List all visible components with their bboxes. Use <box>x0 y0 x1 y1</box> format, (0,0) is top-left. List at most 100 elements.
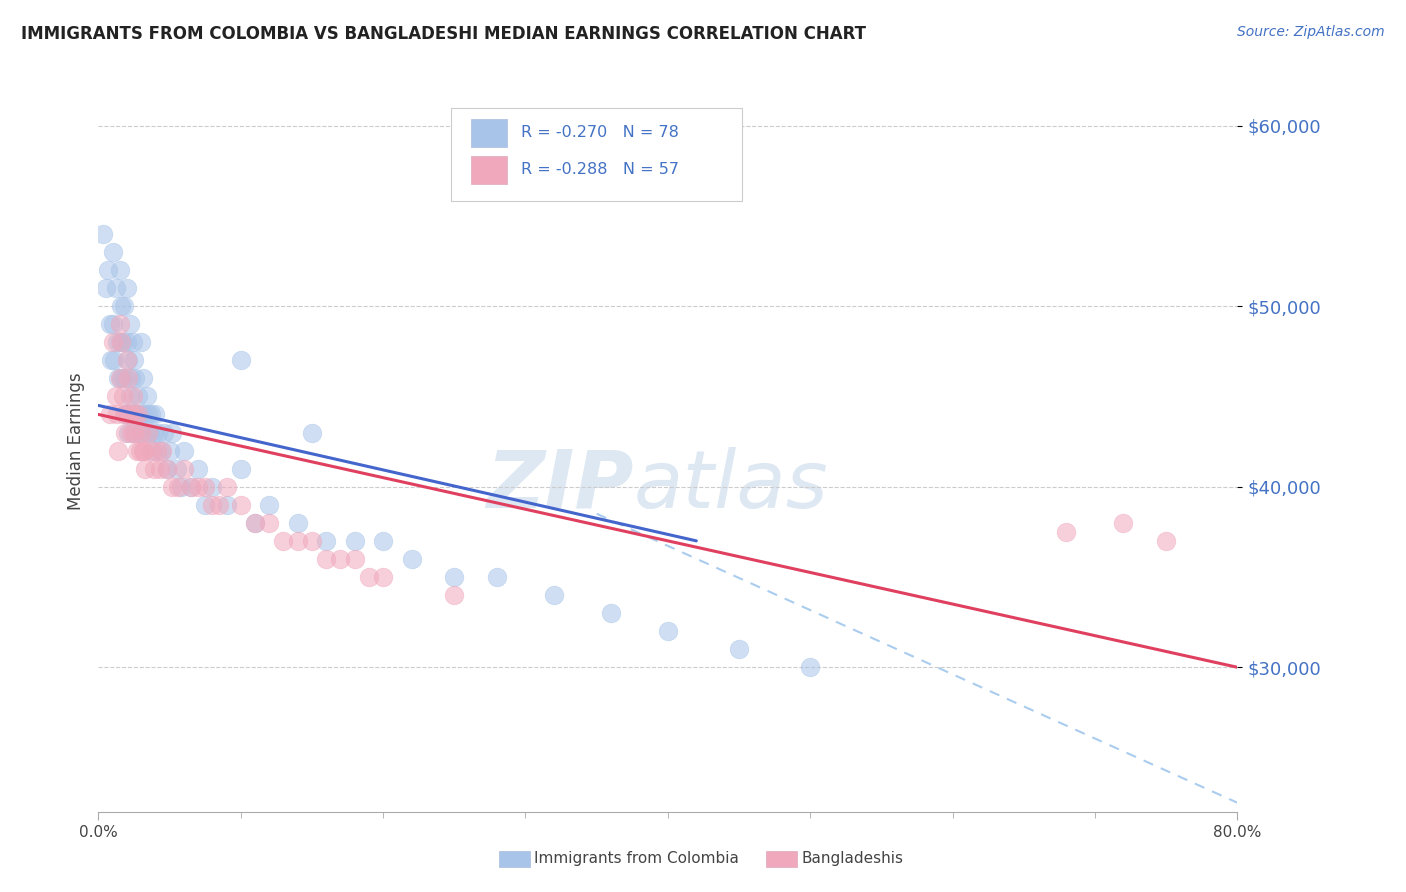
Point <box>118 408 141 422</box>
Point <box>173 443 195 458</box>
Point <box>120 371 142 385</box>
Point <box>287 533 309 548</box>
Point <box>110 299 132 313</box>
Point <box>108 371 131 385</box>
Point <box>139 443 162 458</box>
Point <box>122 425 145 440</box>
Point <box>131 443 153 458</box>
Point <box>127 408 149 422</box>
Point <box>162 480 184 494</box>
Point <box>148 425 170 440</box>
Point <box>117 425 139 440</box>
Point <box>115 281 138 295</box>
Point <box>98 317 121 331</box>
Point <box>101 244 124 259</box>
Point <box>134 425 156 440</box>
Point <box>105 335 128 350</box>
Point <box>115 408 138 422</box>
Point <box>105 408 128 422</box>
Point <box>142 425 165 440</box>
Point <box>118 389 141 403</box>
Point <box>124 371 146 385</box>
Point <box>112 299 135 313</box>
Point <box>173 461 195 475</box>
Text: IMMIGRANTS FROM COLOMBIA VS BANGLADESHI MEDIAN EARNINGS CORRELATION CHART: IMMIGRANTS FROM COLOMBIA VS BANGLADESHI … <box>21 25 866 43</box>
Point <box>101 317 124 331</box>
Point <box>122 353 145 368</box>
Point <box>145 408 167 422</box>
Point <box>180 480 202 494</box>
Point <box>107 371 129 385</box>
Text: Bangladeshis: Bangladeshis <box>801 852 904 866</box>
Point <box>243 516 266 530</box>
Point <box>243 516 266 530</box>
Point <box>315 533 337 548</box>
Point <box>153 425 176 440</box>
Point <box>110 371 132 385</box>
Point <box>100 353 122 368</box>
Point <box>194 480 217 494</box>
Point <box>273 533 295 548</box>
Point <box>301 533 323 548</box>
Point <box>201 498 224 512</box>
Point <box>208 498 231 512</box>
Point <box>1154 533 1177 548</box>
Point <box>121 335 143 350</box>
Point <box>156 461 179 475</box>
Point <box>373 570 395 584</box>
Point <box>201 480 224 494</box>
Point <box>132 408 155 422</box>
Point <box>167 480 190 494</box>
Point <box>728 642 751 657</box>
Point <box>122 425 145 440</box>
Point <box>127 389 149 403</box>
Bar <box>471 156 508 184</box>
Point <box>117 353 139 368</box>
Point <box>103 353 125 368</box>
Point <box>91 227 114 241</box>
Point <box>101 335 124 350</box>
Point <box>287 516 309 530</box>
Point <box>115 408 138 422</box>
Point <box>94 281 117 295</box>
Point <box>229 498 252 512</box>
Point <box>1056 524 1078 539</box>
Point <box>373 533 395 548</box>
Point <box>343 533 366 548</box>
Point <box>120 425 142 440</box>
Point <box>110 335 132 350</box>
Point <box>443 588 465 602</box>
Point <box>136 425 159 440</box>
FancyBboxPatch shape <box>451 109 742 201</box>
Point <box>139 408 162 422</box>
Point <box>111 389 134 403</box>
Point <box>799 660 821 674</box>
Text: R = -0.270   N = 78: R = -0.270 N = 78 <box>522 125 679 140</box>
Point <box>194 498 217 512</box>
Point <box>128 443 150 458</box>
Point <box>401 552 423 566</box>
Point <box>657 624 679 639</box>
Point <box>111 335 134 350</box>
Point <box>135 389 157 403</box>
Y-axis label: Median Earnings: Median Earnings <box>66 373 84 510</box>
Point <box>125 408 148 422</box>
Text: atlas: atlas <box>634 447 828 525</box>
Point <box>141 443 163 458</box>
Point <box>159 443 181 458</box>
Point <box>136 408 159 422</box>
Text: R = -0.288   N = 57: R = -0.288 N = 57 <box>522 162 679 178</box>
Point <box>180 480 202 494</box>
Point <box>357 570 380 584</box>
Point <box>229 353 252 368</box>
Point <box>104 281 127 295</box>
Point <box>156 461 179 475</box>
Point <box>131 371 153 385</box>
Point <box>129 335 152 350</box>
Point <box>104 389 127 403</box>
Point <box>108 335 131 350</box>
Point <box>118 317 141 331</box>
Bar <box>471 119 508 147</box>
Point <box>114 425 136 440</box>
Point <box>315 552 337 566</box>
